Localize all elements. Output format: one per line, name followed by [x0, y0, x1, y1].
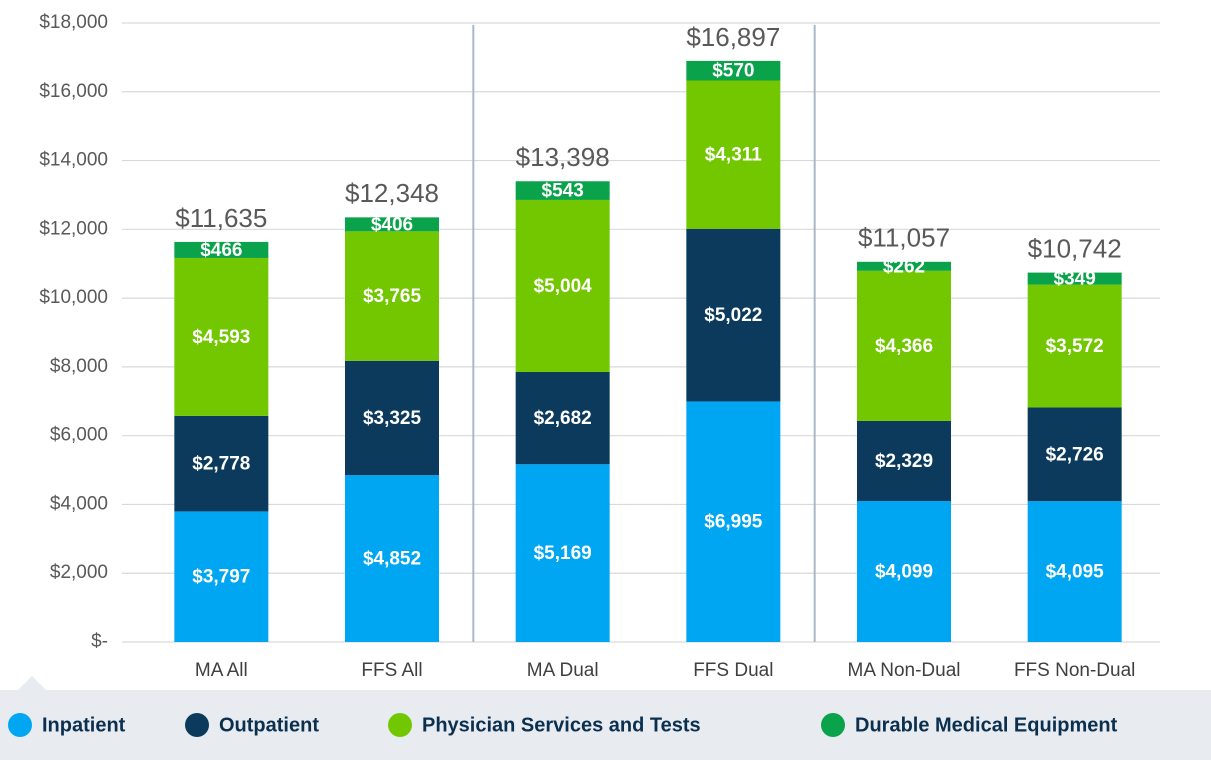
data-label: $6,995	[704, 512, 763, 533]
y-tick-label: $12,000	[39, 218, 108, 239]
data-label: $349	[1054, 269, 1096, 290]
bar-segment	[686, 401, 781, 642]
data-label: $4,095	[1046, 562, 1105, 583]
y-tick-label: $16,000	[39, 81, 108, 102]
legend-label: Inpatient	[42, 714, 126, 736]
bar-segment	[515, 464, 610, 642]
data-label: $2,682	[534, 408, 592, 429]
bar-segment	[857, 501, 951, 642]
total-label: $11,635	[175, 203, 267, 233]
bar-segment	[345, 217, 439, 232]
y-tick-label: $6,000	[50, 425, 108, 446]
legend-swatch	[8, 713, 32, 737]
bar-segment	[174, 241, 269, 258]
legend-notch	[18, 676, 46, 690]
total-label: $13,398	[516, 142, 610, 172]
data-label: $4,366	[875, 336, 933, 357]
bar-segment	[857, 420, 951, 502]
x-tick-label: FFS All	[361, 660, 422, 681]
legend-label: Physician Services and Tests	[422, 714, 701, 736]
data-label: $570	[712, 61, 754, 82]
bar-segment	[515, 181, 610, 200]
data-label: $406	[371, 214, 413, 235]
bar-segment	[1027, 284, 1122, 408]
bar-segment	[345, 360, 439, 476]
data-label: $262	[883, 256, 925, 277]
bar-segment	[686, 80, 781, 229]
data-label: $2,726	[1046, 444, 1104, 465]
data-label: $3,325	[363, 408, 422, 429]
data-label: $466	[200, 240, 242, 261]
bar-segment	[345, 475, 439, 642]
bar-segment	[345, 231, 439, 361]
y-tick-label: $14,000	[39, 150, 108, 171]
data-label: $4,311	[705, 145, 762, 166]
data-label: $3,572	[1046, 336, 1104, 357]
bar-segment	[857, 261, 951, 271]
data-label: $543	[542, 181, 584, 202]
data-label: $2,329	[875, 451, 933, 472]
y-tick-label: $2,000	[50, 562, 108, 583]
data-label: $3,765	[363, 286, 422, 307]
bar-segment	[686, 60, 781, 81]
y-tick-label: $8,000	[50, 356, 108, 377]
bar-segment	[857, 270, 951, 421]
total-label: $11,057	[858, 223, 950, 253]
y-tick-label: $-	[91, 631, 108, 652]
data-label: $4,593	[192, 327, 250, 348]
bar-segment	[1027, 407, 1122, 502]
data-label: $2,778	[192, 454, 250, 475]
bar-segment	[174, 415, 269, 512]
total-label: $10,742	[1028, 233, 1122, 263]
legend-swatch	[388, 713, 412, 737]
x-tick-label: FFS Non-Dual	[1014, 660, 1135, 681]
data-label: $5,022	[704, 305, 762, 326]
legend-swatch	[185, 713, 209, 737]
x-tick-label: FFS Dual	[693, 660, 773, 681]
legend-label: Durable Medical Equipment	[855, 714, 1118, 736]
x-tick-label: MA Dual	[527, 660, 599, 681]
bar-segment	[515, 372, 610, 465]
data-label: $3,797	[192, 567, 250, 588]
x-tick-label: MA Non-Dual	[848, 660, 961, 681]
y-tick-label: $10,000	[39, 287, 108, 308]
data-label: $4,099	[875, 562, 933, 583]
bar-segment	[174, 511, 269, 642]
x-tick-label: MA All	[195, 660, 248, 681]
y-tick-label: $4,000	[50, 493, 108, 514]
total-label: $16,897	[686, 22, 780, 52]
bar-segment	[515, 199, 610, 373]
y-tick-label: $18,000	[39, 12, 108, 33]
data-label: $4,852	[363, 549, 421, 570]
bar-segment	[1027, 501, 1122, 642]
bar-segment	[686, 228, 781, 402]
data-label: $5,169	[534, 543, 592, 564]
legend-label: Outpatient	[219, 714, 319, 736]
legend-swatch	[821, 713, 845, 737]
data-label: $5,004	[534, 276, 593, 297]
total-label: $12,348	[345, 178, 439, 208]
bar-segment	[1027, 272, 1122, 285]
bar-segment	[174, 257, 269, 416]
